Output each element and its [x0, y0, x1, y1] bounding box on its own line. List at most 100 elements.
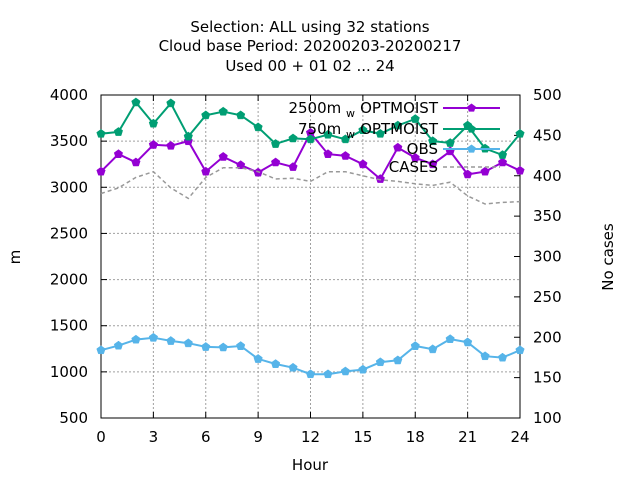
legend-item-750m: 750m w OPTMOIST — [298, 120, 500, 141]
data-point — [218, 151, 228, 161]
data-point — [375, 357, 385, 367]
data-point — [236, 341, 246, 350]
data-point — [358, 159, 368, 169]
legend-marker — [467, 144, 476, 153]
data-point — [271, 139, 281, 148]
data-point — [253, 354, 263, 363]
y2-tick-label: 350 — [533, 207, 562, 225]
data-point — [393, 355, 403, 365]
legend-label-suffix: OPTMOIST — [360, 99, 439, 117]
x-axis: 0 3 6 9 12 15 18 21 24 — [96, 95, 530, 446]
x-tick-label: 9 — [253, 428, 263, 446]
legend-item-cases: CASES — [389, 158, 500, 176]
data-point — [375, 174, 385, 183]
data-point — [131, 334, 141, 344]
data-point — [201, 166, 211, 176]
data-point — [445, 334, 455, 343]
y2-axis-label: No cases — [599, 223, 617, 291]
series-obs — [96, 332, 525, 379]
y2-tick-label: 200 — [533, 328, 562, 346]
data-point — [323, 149, 333, 158]
data-point — [428, 344, 438, 354]
y2-tick-label: 150 — [533, 369, 562, 387]
data-point — [148, 118, 158, 128]
x-tick-label: 6 — [201, 428, 211, 446]
x-tick-label: 3 — [149, 428, 159, 446]
data-point — [305, 369, 316, 379]
legend-label: 750m w — [298, 120, 355, 141]
data-point — [428, 159, 438, 169]
legend-marker — [467, 124, 476, 133]
data-point — [428, 136, 438, 146]
data-point — [113, 127, 123, 136]
data-point — [218, 106, 228, 116]
chart-title: Selection: ALL using 32 stations Cloud b… — [159, 18, 462, 75]
data-point — [515, 345, 525, 355]
y-axis-left: 500 1000 1500 2000 2500 3000 3500 4000 — [50, 86, 107, 427]
data-point — [288, 362, 298, 372]
data-point — [358, 364, 368, 374]
x-tick-label: 12 — [301, 428, 320, 446]
data-point — [113, 340, 123, 350]
y-tick-label: 2000 — [50, 271, 88, 289]
y-tick-label: 1000 — [50, 363, 88, 381]
data-point — [515, 128, 525, 138]
data-point — [498, 150, 508, 159]
x-tick-label: 15 — [353, 428, 372, 446]
y-tick-label: 3000 — [50, 178, 88, 196]
data-point — [410, 341, 420, 350]
x-tick-label: 18 — [406, 428, 425, 446]
legend-label-suffix: OPTMOIST — [360, 120, 439, 138]
data-point — [236, 160, 246, 170]
data-point — [410, 152, 420, 162]
data-point — [515, 165, 525, 175]
y2-tick-label: 250 — [533, 288, 562, 306]
legend-label: CASES — [389, 158, 438, 176]
data-point — [323, 129, 333, 139]
data-point — [236, 110, 246, 120]
data-point — [410, 114, 420, 123]
data-point — [445, 138, 455, 147]
data-point — [96, 166, 106, 176]
y-tick-label: 500 — [59, 409, 88, 427]
series-cases — [100, 166, 521, 205]
y-axis-label: m — [6, 250, 24, 265]
data-point — [271, 359, 281, 368]
data-point — [201, 110, 211, 120]
series-2500m — [96, 127, 525, 183]
y-axis-right: 100 150 200 250 300 350 400 450 500 — [514, 86, 562, 427]
x-tick-label: 24 — [510, 428, 529, 446]
y-tick-label: 4000 — [50, 86, 88, 104]
legend-item-2500m: 2500m w OPTMOIST — [288, 99, 500, 120]
y2-tick-label: 400 — [533, 167, 562, 185]
data-point — [340, 366, 350, 376]
data-point — [113, 149, 123, 158]
data-point — [463, 337, 473, 347]
data-point — [498, 157, 508, 167]
data-point — [340, 151, 350, 160]
data-point — [480, 351, 490, 361]
series-750m — [96, 97, 525, 159]
data-point — [305, 134, 316, 144]
data-point — [218, 342, 228, 352]
y2-tick-label: 500 — [533, 86, 562, 104]
data-point — [166, 98, 176, 108]
legend-label: OBS — [407, 140, 438, 158]
y-tick-label: 3500 — [50, 132, 88, 150]
y2-tick-label: 450 — [533, 126, 562, 144]
data-point — [131, 157, 141, 167]
data-point — [271, 157, 281, 167]
x-tick-label: 21 — [458, 428, 477, 446]
legend-marker — [467, 103, 476, 112]
data-point — [201, 342, 211, 351]
legend-item-obs: OBS — [407, 140, 500, 158]
data-point — [393, 142, 403, 152]
data-point — [148, 139, 158, 149]
data-point — [323, 369, 333, 379]
data-point — [358, 125, 368, 134]
data-point — [288, 133, 298, 143]
data-point — [480, 166, 490, 176]
data-point — [498, 352, 508, 362]
data-point — [463, 169, 473, 179]
